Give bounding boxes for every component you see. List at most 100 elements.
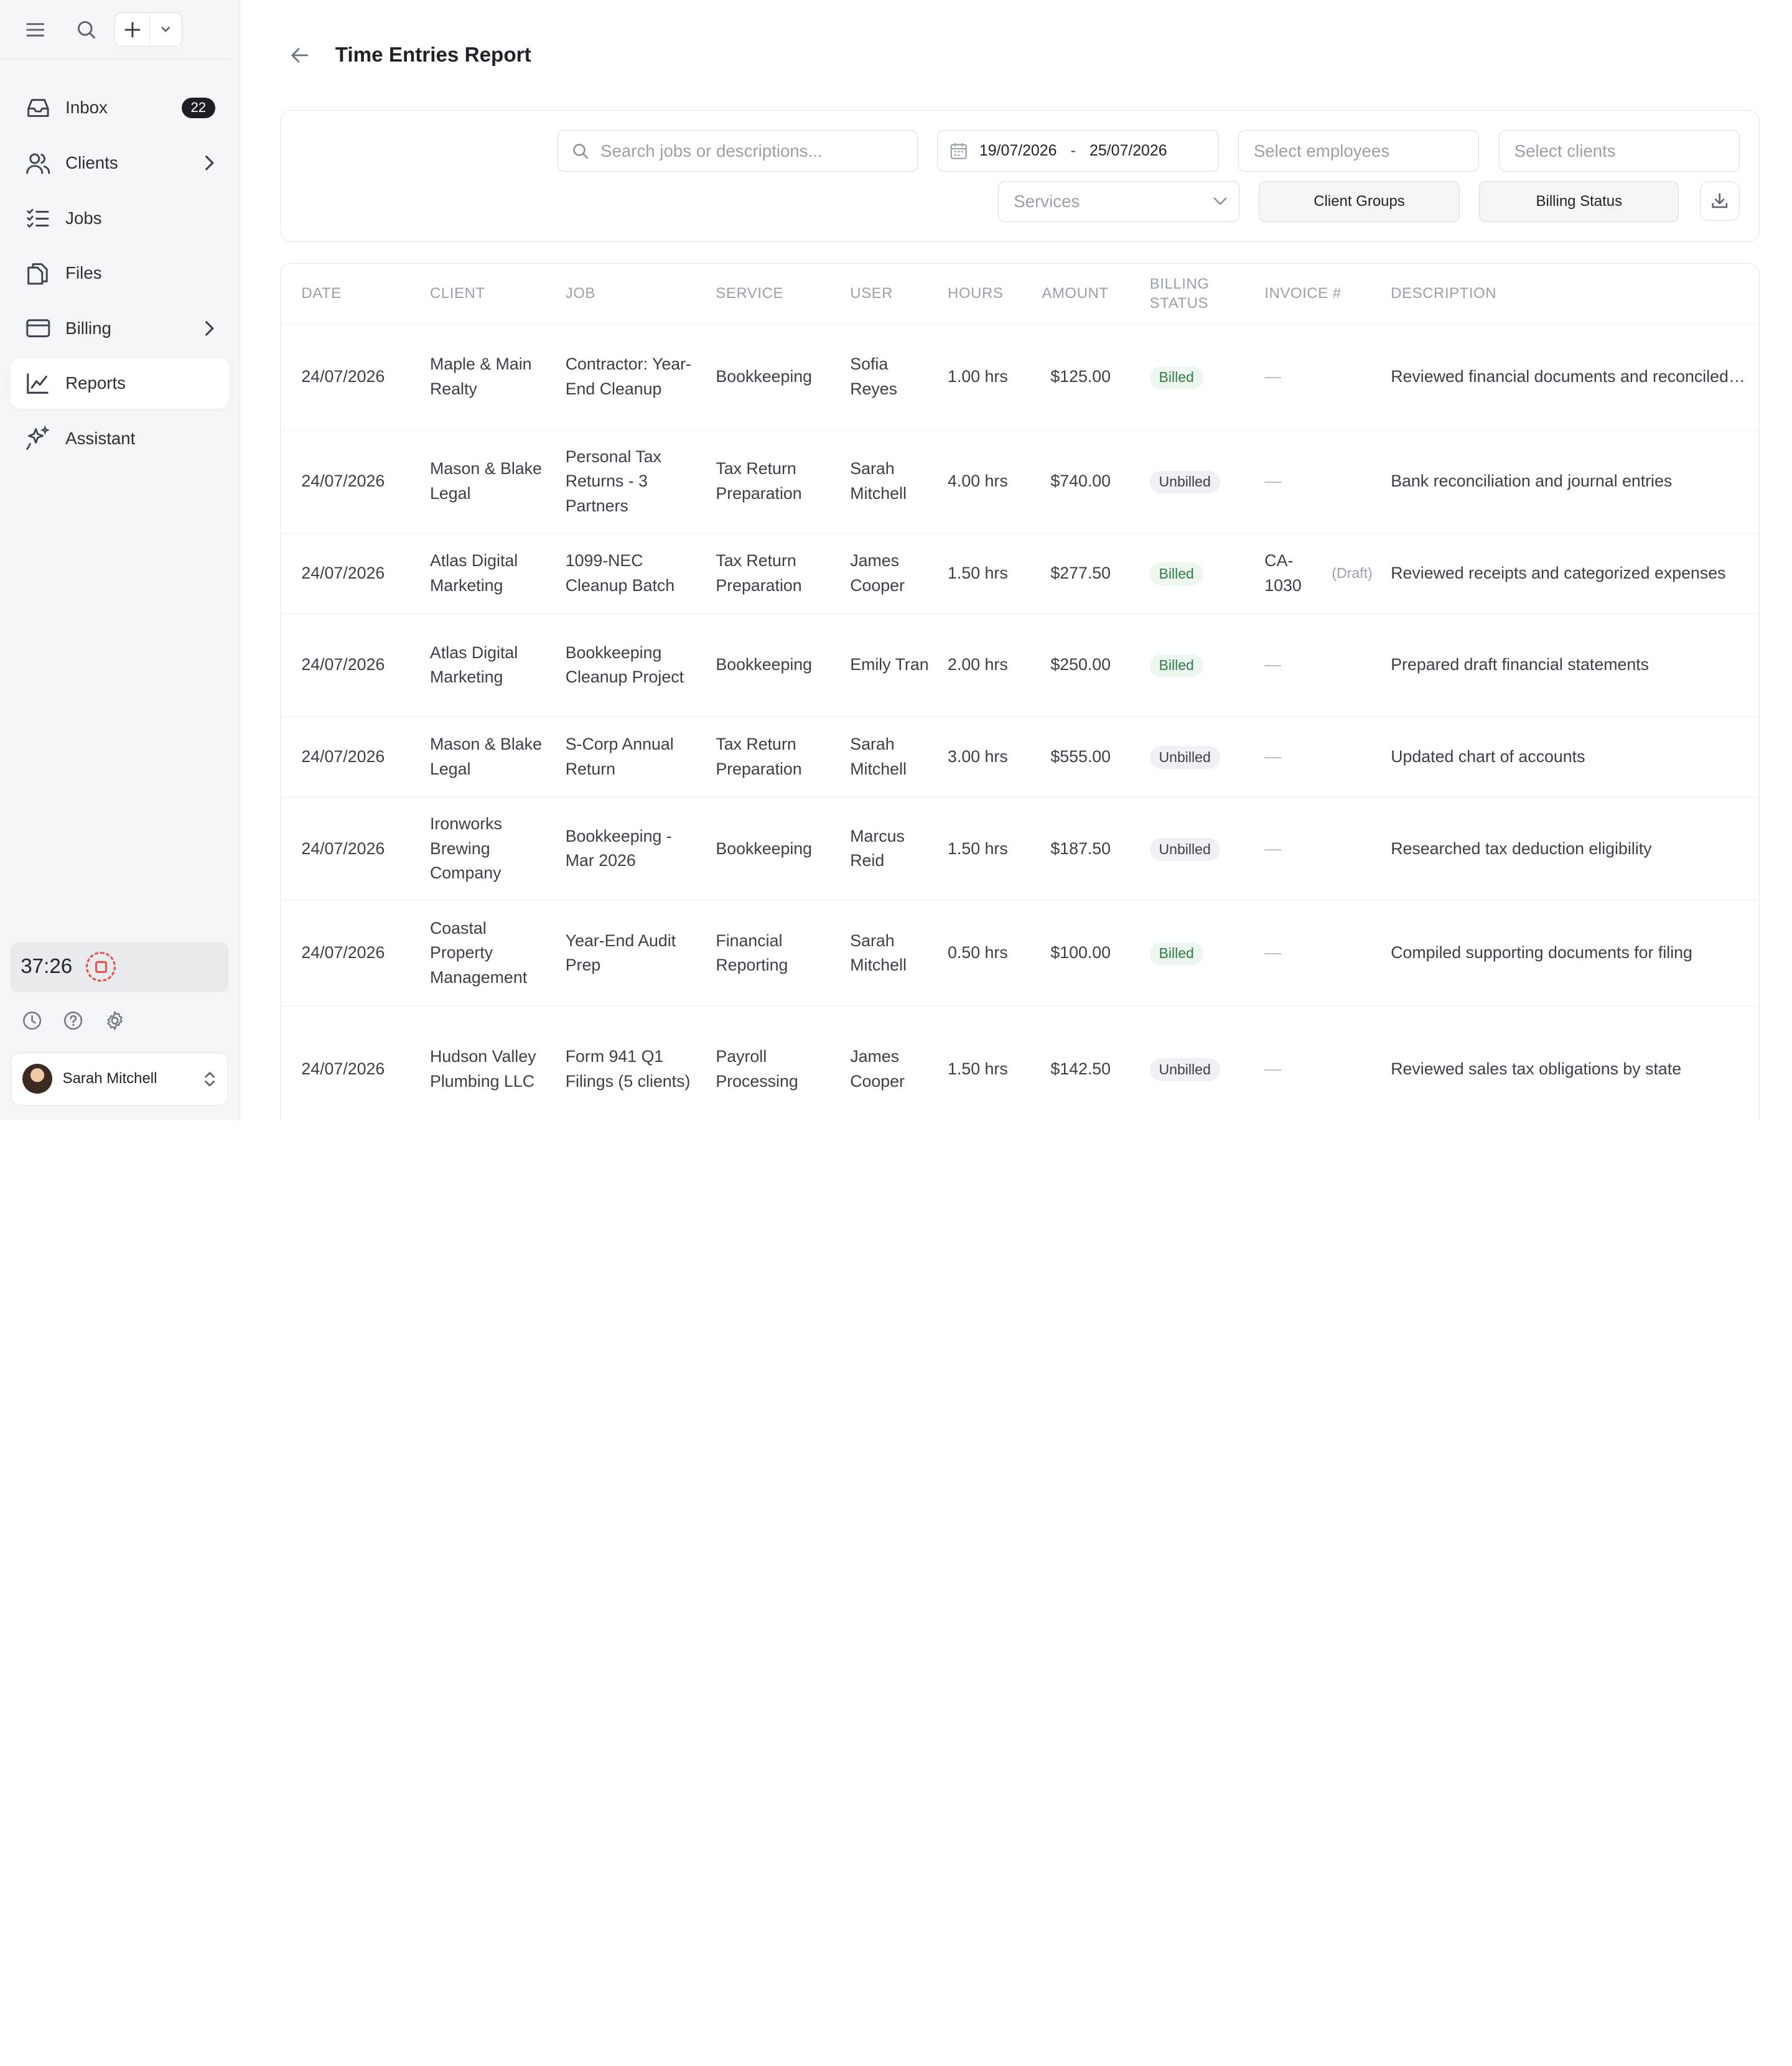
cell-amount: $125.00	[1032, 324, 1141, 430]
chevron-right-icon	[203, 320, 215, 337]
sidebar-item-assistant[interactable]: Assistant	[11, 413, 229, 463]
cell-job: Personal Tax Returns - 3 Partners	[556, 430, 707, 534]
column-header[interactable]: AMOUNT	[1032, 263, 1141, 325]
column-header[interactable]: CLIENT	[421, 263, 556, 325]
column-header[interactable]: SERVICE	[706, 263, 841, 325]
column-header[interactable]: INVOICE #	[1255, 263, 1382, 325]
table-header-row: DATE CLIENT JOB SERVICE USER HOURS AMOUN…	[281, 263, 1760, 325]
cell-job: S-Corp Annual Return	[556, 717, 707, 798]
search-icon[interactable]	[73, 17, 99, 42]
cell-hours: 1.00 hrs	[938, 324, 1033, 430]
services-select[interactable]: Services	[998, 180, 1239, 223]
sidebar-item-label: Reports	[65, 373, 126, 393]
invoice-number: —	[1264, 943, 1281, 962]
sidebar-item-billing[interactable]: Billing	[11, 303, 229, 353]
status-badge: Unbilled	[1149, 837, 1220, 861]
cell-user: Sarah Mitchell	[841, 430, 939, 534]
cell-job: Contractor: Year-End Cleanup	[556, 324, 707, 430]
cell-invoice: —	[1255, 324, 1382, 430]
cell-invoice: —	[1255, 430, 1382, 534]
clients-placeholder: Select clients	[1514, 141, 1616, 161]
cell-date: 24/07/2026	[281, 717, 421, 798]
clients-select[interactable]: Select clients	[1498, 130, 1740, 172]
cell-invoice: —	[1255, 900, 1382, 1007]
invoice-number: —	[1264, 367, 1281, 386]
chevron-down-icon[interactable]	[150, 14, 182, 46]
cell-service: Payroll Processing	[706, 1006, 841, 1120]
plus-icon[interactable]	[115, 13, 150, 46]
date-range-picker[interactable]: 19/07/2026 - 25/07/2026	[937, 130, 1219, 172]
table-row[interactable]: 24/07/2026 Hudson Valley Plumbing LLC Fo…	[281, 1006, 1760, 1120]
inbox-icon	[26, 95, 51, 121]
table-row[interactable]: 24/07/2026 Atlas Digital Marketing 1099-…	[281, 533, 1760, 614]
time-tracker: 37:26	[10, 942, 229, 992]
column-header[interactable]: BILLING STATUS	[1141, 263, 1256, 325]
status-badge: Unbilled	[1149, 746, 1220, 770]
cell-hours: 1.50 hrs	[938, 533, 1033, 614]
table-row[interactable]: 24/07/2026 Atlas Digital Marketing Bookk…	[281, 613, 1760, 717]
column-header[interactable]: USER	[841, 263, 939, 325]
help-icon[interactable]	[62, 1009, 85, 1032]
chevron-right-icon	[203, 155, 215, 171]
cell-amount: $187.50	[1032, 797, 1141, 901]
cell-invoice: —	[1255, 797, 1382, 901]
cell-description: Reviewed receipts and categorized expens…	[1381, 533, 1760, 614]
cell-client: Maple & Main Realty	[421, 324, 556, 430]
menu-icon[interactable]	[23, 17, 49, 42]
cell-date: 24/07/2026	[281, 533, 421, 614]
sidebar-item-label: Jobs	[65, 208, 102, 228]
sidebar-item-clients[interactable]: Clients	[11, 137, 229, 188]
search-input[interactable]: Search jobs or descriptions...	[557, 130, 918, 172]
cell-description: Prepared draft financial statements	[1381, 613, 1760, 717]
table-row[interactable]: 24/07/2026 Ironworks Brewing Company Boo…	[281, 797, 1760, 901]
new-item-button[interactable]	[114, 12, 183, 47]
cell-billing-status: Billed	[1141, 900, 1256, 1007]
cell-invoice: —	[1255, 1006, 1382, 1120]
settings-gear-icon[interactable]	[103, 1009, 126, 1032]
employees-placeholder: Select employees	[1253, 141, 1390, 161]
employees-select[interactable]: Select employees	[1238, 130, 1480, 172]
cell-date: 24/07/2026	[281, 797, 421, 901]
chevron-down-icon	[1213, 197, 1227, 206]
user-menu[interactable]: Sarah Mitchell	[10, 1052, 229, 1105]
column-header[interactable]: DATE	[281, 263, 421, 325]
download-button[interactable]	[1699, 180, 1740, 221]
cell-service: Financial Reporting	[706, 900, 841, 1007]
column-header[interactable]: JOB	[556, 263, 707, 325]
cell-description: Reviewed financial documents and reconci…	[1381, 324, 1760, 430]
status-badge: Unbilled	[1149, 1058, 1220, 1081]
sidebar-item-reports[interactable]: Reports	[10, 358, 229, 409]
cell-service: Bookkeeping	[706, 613, 841, 717]
status-badge: Billed	[1149, 562, 1203, 585]
sidebar-item-jobs[interactable]: Jobs	[11, 193, 229, 243]
column-header[interactable]: HOURS	[938, 263, 1033, 325]
cell-hours: 1.50 hrs	[938, 797, 1033, 901]
sidebar-item-files[interactable]: Files	[11, 248, 229, 298]
user-name: Sarah Mitchell	[62, 1070, 157, 1087]
table-row[interactable]: 24/07/2026 Coastal Property Management Y…	[281, 900, 1760, 1007]
billing-status-button[interactable]: Billing Status	[1479, 180, 1679, 223]
stop-timer-icon[interactable]	[86, 952, 116, 982]
cell-description: Reviewed sales tax obligations by state	[1381, 1006, 1760, 1120]
cell-user: Emily Tran	[841, 613, 939, 717]
cell-hours: 4.00 hrs	[938, 430, 1033, 534]
client-groups-button[interactable]: Client Groups	[1259, 180, 1460, 223]
cell-date: 24/07/2026	[281, 324, 421, 430]
cell-billing-status: Billed	[1141, 613, 1256, 717]
table-row[interactable]: 24/07/2026 Mason & Blake Legal S-Corp An…	[281, 717, 1760, 798]
table-row[interactable]: 24/07/2026 Mason & Blake Legal Personal …	[281, 430, 1760, 534]
cell-date: 24/07/2026	[281, 900, 421, 1007]
timer-value: 37:26	[21, 955, 73, 979]
back-arrow-icon[interactable]	[291, 44, 314, 67]
column-header[interactable]: DESCRIPTION	[1381, 263, 1760, 325]
cell-hours: 3.00 hrs	[938, 717, 1033, 798]
utility-icons	[21, 1009, 126, 1032]
page-header: Time Entries Report	[291, 44, 531, 67]
cell-invoice: CA-1030 (Draft)	[1255, 533, 1382, 614]
cell-invoice: —	[1255, 717, 1382, 798]
cell-service: Tax Return Preparation	[706, 430, 841, 534]
cell-amount: $142.50	[1032, 1006, 1141, 1120]
sidebar-item-inbox[interactable]: Inbox 22	[11, 83, 229, 133]
table-row[interactable]: 24/07/2026 Maple & Main Realty Contracto…	[281, 324, 1760, 430]
clock-icon[interactable]	[21, 1009, 44, 1032]
